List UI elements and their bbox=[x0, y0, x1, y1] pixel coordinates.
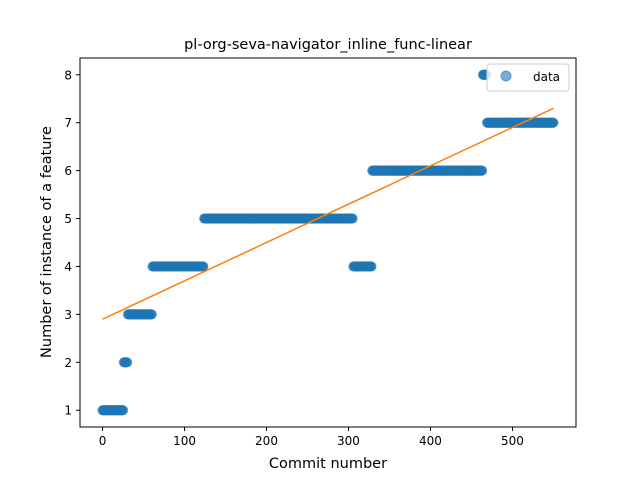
y-tick-label: 1 bbox=[64, 404, 72, 418]
data-points bbox=[97, 69, 559, 416]
data-point bbox=[366, 261, 377, 272]
x-tick-label: 200 bbox=[255, 434, 278, 448]
y-tick-label: 2 bbox=[64, 356, 72, 370]
x-tick-label: 500 bbox=[501, 434, 524, 448]
data-point bbox=[146, 309, 157, 320]
data-point bbox=[347, 213, 358, 224]
data-point bbox=[122, 357, 133, 368]
data-point bbox=[477, 165, 488, 176]
x-axis-label: Commit number bbox=[269, 456, 387, 472]
y-tick-label: 8 bbox=[64, 68, 72, 82]
y-tick-label: 5 bbox=[64, 212, 72, 226]
x-axis: 0 100 200 300 400 500 bbox=[99, 427, 524, 448]
data-point bbox=[548, 117, 559, 128]
fit-line bbox=[102, 107, 554, 320]
y-tick-label: 3 bbox=[64, 308, 72, 322]
x-tick-label: 400 bbox=[419, 434, 442, 448]
plot-frame bbox=[79, 57, 577, 428]
fit-line-group bbox=[102, 107, 554, 320]
chart-title: pl-org-seva-navigator_inline_func-linear bbox=[184, 37, 472, 53]
y-tick-label: 6 bbox=[64, 164, 72, 178]
x-tick-label: 0 bbox=[99, 434, 107, 448]
legend: data bbox=[486, 63, 570, 92]
y-axis-label: Number of instance of a feature bbox=[39, 126, 55, 358]
y-axis: 1 2 3 4 5 6 7 8 bbox=[64, 68, 80, 418]
x-tick-label: 300 bbox=[337, 434, 360, 448]
y-tick-label: 7 bbox=[64, 116, 72, 130]
y-tick-label: 4 bbox=[64, 260, 72, 274]
legend-marker bbox=[500, 70, 512, 82]
legend-label-data: data bbox=[533, 70, 560, 84]
data-point bbox=[198, 261, 209, 272]
x-tick-label: 100 bbox=[173, 434, 196, 448]
data-point bbox=[117, 405, 129, 416]
